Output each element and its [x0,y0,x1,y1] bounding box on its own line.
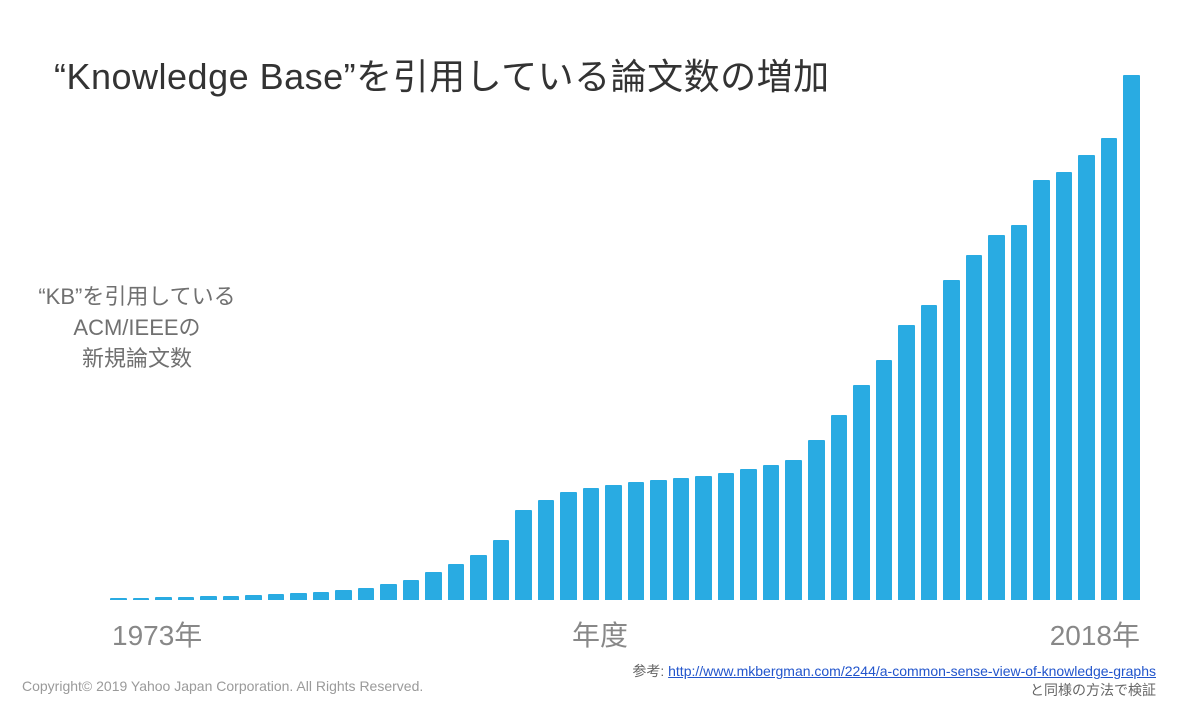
bar [335,590,352,600]
bar [988,235,1005,600]
bar [831,415,848,600]
bar [493,540,510,600]
bar [1011,225,1028,600]
bars-container [110,80,1140,600]
source-citation: 参考: http://www.mkbergman.com/2244/a-comm… [632,662,1156,700]
bar [966,255,983,600]
bar [763,465,780,600]
bar [650,480,667,600]
bar [695,476,712,600]
bar [200,596,217,600]
bar-chart [110,80,1140,600]
bar [380,584,397,600]
bar [1056,172,1073,600]
bar [1033,180,1050,600]
bar [358,588,375,600]
bar [740,469,757,600]
bar [515,510,532,600]
source-suffix: と同様の方法で検証 [1030,682,1156,698]
bar [583,488,600,600]
bar [1078,155,1095,600]
bar [853,385,870,600]
bar [538,500,555,600]
bar [560,492,577,600]
bar [155,597,172,600]
bar [448,564,465,600]
bar [876,360,893,600]
source-link[interactable]: http://www.mkbergman.com/2244/a-common-s… [668,663,1156,679]
bar [313,592,330,600]
bar [1101,138,1118,600]
bar [290,593,307,600]
bar [470,555,487,600]
bar [673,478,690,600]
bar [785,460,802,600]
bar [223,596,240,600]
bar [718,473,735,600]
bar [808,440,825,600]
bar [268,594,285,600]
bar [133,598,150,600]
copyright-text: Copyright© 2019 Yahoo Japan Corporation.… [22,678,423,694]
bar [921,305,938,600]
bar [110,598,127,600]
bar [425,572,442,600]
x-axis-title: 年度 [0,614,1200,654]
bar [605,485,622,600]
bar [898,325,915,600]
bar [1123,75,1140,600]
source-prefix: 参考: [632,663,668,679]
x-axis-end-label: 2018年 [1050,614,1140,654]
bar [245,595,262,600]
bar [403,580,420,600]
bar [943,280,960,600]
bar [178,597,195,600]
bar [628,482,645,600]
